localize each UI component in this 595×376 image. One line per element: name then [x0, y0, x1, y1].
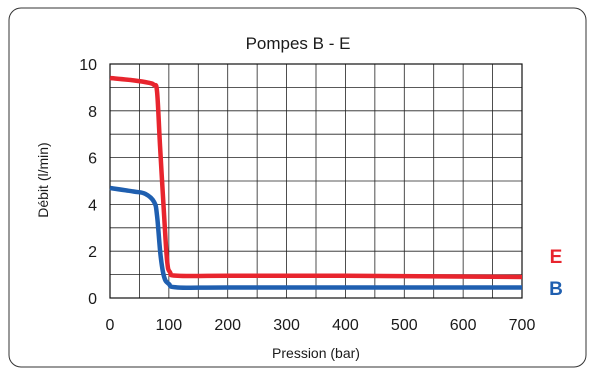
x-tick-label: 200: [214, 317, 241, 334]
y-tick-label: 10: [79, 57, 97, 74]
y-tick-label: 4: [88, 197, 97, 214]
plot-area: [109, 63, 523, 299]
x-tick-label: 700: [509, 317, 536, 334]
series-labels: EB: [549, 247, 563, 300]
y-tick-label: 6: [88, 151, 97, 168]
chart-title: Pompes B - E: [246, 34, 351, 53]
x-tick-label: 0: [106, 317, 115, 334]
x-tick-label: 400: [332, 317, 359, 334]
x-tick-label: 500: [391, 317, 418, 334]
y-tick-labels: 0 2 4 6 8 10: [79, 57, 97, 308]
x-axis-label: Pression (bar): [272, 345, 360, 361]
y-tick-label: 0: [88, 291, 97, 308]
series-label-e: E: [550, 247, 563, 268]
series-label-b: B: [549, 279, 563, 300]
y-tick-label: 2: [88, 244, 97, 261]
series-line-e: [109, 75, 523, 280]
series-line-b: [109, 185, 522, 290]
y-axis-label: Débit (l/min): [35, 142, 51, 217]
x-tick-label: 300: [273, 317, 300, 334]
x-tick-label: 100: [156, 317, 183, 334]
y-tick-label: 8: [88, 104, 97, 121]
x-tick-label: 600: [450, 317, 477, 334]
grid: [109, 63, 523, 299]
x-tick-labels: 0 100 200 300 400 500 600 700: [106, 317, 536, 334]
series-lines: [109, 75, 523, 290]
